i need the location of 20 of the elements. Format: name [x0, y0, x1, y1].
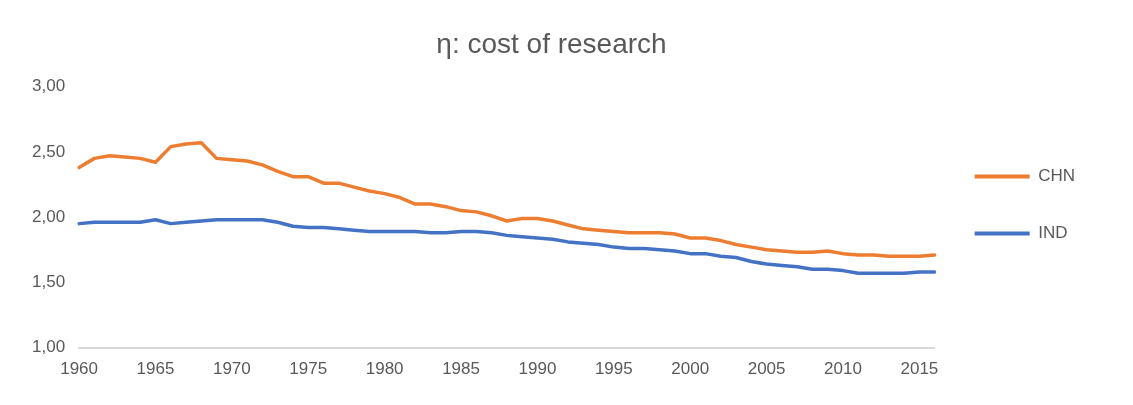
x-tick-label: 1960 — [60, 359, 98, 379]
x-tick-label: 1970 — [212, 359, 251, 379]
y-tick-label: 2,00 — [31, 206, 66, 226]
x-tick-label: 1985 — [442, 359, 480, 379]
x-tick-label: 1975 — [289, 359, 328, 379]
x-tick-label: 2015 — [900, 359, 939, 379]
x-tick-label: 1965 — [136, 359, 175, 379]
x-tick-label: 2000 — [671, 359, 710, 379]
y-tick-label: 2,50 — [31, 141, 66, 161]
y-tick-label: 1,50 — [31, 272, 66, 292]
x-tick-label: 1980 — [365, 359, 404, 379]
x-tick-label: 2010 — [824, 359, 862, 379]
legend-label: CHN — [1038, 166, 1076, 186]
x-tick-label: 1995 — [594, 359, 633, 379]
y-tick-label: 1,00 — [31, 337, 66, 357]
legend-label: IND — [1038, 223, 1068, 243]
chart-title: η: cost of research — [436, 27, 667, 59]
x-tick-label: 2005 — [747, 359, 786, 379]
y-tick-label: 3,00 — [31, 76, 66, 96]
x-tick-label: 1990 — [518, 359, 557, 379]
